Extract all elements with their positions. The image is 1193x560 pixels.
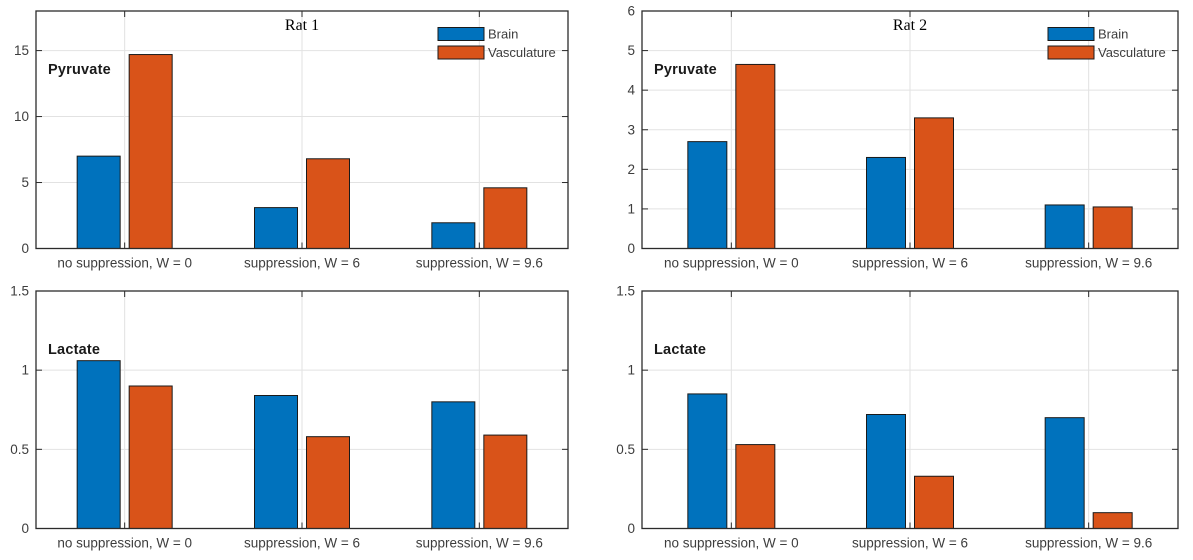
legend-label: Brain	[1098, 27, 1128, 42]
ytick-label: 1	[627, 201, 635, 216]
bar-brain	[254, 207, 298, 250]
ytick-label: 0.5	[10, 442, 29, 457]
ytick-label: 3	[627, 122, 635, 137]
ytick-label: 0.5	[616, 442, 635, 457]
ytick-label: 2	[627, 162, 635, 177]
ytick-label: 5	[627, 43, 635, 58]
xtick-label: no suppression, W = 0	[57, 536, 192, 551]
ytick-label: 10	[14, 109, 29, 124]
bar-vasculature	[914, 117, 954, 249]
bar-brain	[687, 393, 728, 529]
ytick-label: 6	[627, 4, 635, 19]
legend-swatch-brain	[437, 27, 485, 41]
bar-vasculature	[306, 158, 350, 249]
bar-brain	[431, 401, 476, 529]
row-label-pyruvate: Pyruvate	[654, 62, 717, 78]
bar-vasculature	[483, 434, 528, 529]
row-label-pyruvate: Pyruvate	[48, 62, 111, 78]
bar-brain	[866, 156, 906, 249]
ytick-label: 1.5	[616, 284, 635, 299]
bar-brain	[254, 395, 298, 529]
chart-canvas: 0 0.5 1 1.5 no suppression, W = 0 suppression…	[10, 284, 569, 551]
chart-canvas: 0 1 2 3 4 5 6 no suppression, W = 0 suppression,…	[627, 4, 1179, 271]
ytick-label: 1	[627, 363, 635, 378]
row-label-lactate: Lactate	[654, 342, 707, 358]
ytick-label: 0	[21, 521, 29, 536]
bar-vasculature	[914, 475, 954, 529]
ytick-label: 4	[627, 83, 635, 98]
bar-vasculature	[735, 63, 776, 249]
bar-brain	[1044, 417, 1085, 530]
xtick-label: suppression, W = 9.6	[1025, 256, 1152, 271]
ytick-label: 15	[14, 43, 29, 58]
ytick-label: 0	[627, 241, 635, 256]
ytick-label: 0	[21, 241, 29, 256]
chart-canvas: 0 0.5 1 1.5 no suppression, W = 0 suppression…	[616, 284, 1179, 551]
xtick-label: suppression, W = 9.6	[416, 536, 543, 551]
xtick-label: no suppression, W = 0	[664, 536, 799, 551]
legend-label: Vasculature	[1098, 45, 1166, 60]
legend-swatch-vasculature	[1047, 45, 1095, 60]
chart-panel-rat2-pyruvate: Rat 2 Pyruvate 0 1 2 3 4 5 6 no suppression, W …	[596, 0, 1193, 280]
bar-brain	[1044, 204, 1085, 249]
ytick-label: 0	[627, 521, 635, 536]
bar-brain	[431, 222, 476, 249]
row-label-lactate: Lactate	[48, 342, 101, 358]
legend-label: Brain	[488, 27, 518, 42]
bar-brain	[687, 141, 728, 249]
bar-brain	[866, 414, 906, 529]
bar-brain	[76, 360, 121, 529]
xtick-label: no suppression, W = 0	[664, 256, 799, 271]
bar-vasculature	[483, 187, 528, 249]
ytick-label: 1	[21, 363, 29, 378]
xtick-label: suppression, W = 9.6	[1025, 536, 1152, 551]
legend-label: Vasculature	[488, 45, 556, 60]
bar-vasculature	[1092, 512, 1133, 530]
chart-canvas: 0 5 10 15 no suppression, W = 0 suppression, …	[14, 10, 569, 271]
xtick-label: no suppression, W = 0	[57, 256, 192, 271]
ytick-label: 5	[21, 175, 29, 190]
ytick-label: 1.5	[10, 284, 29, 299]
xtick-label: suppression, W = 6	[852, 536, 968, 551]
chart-panel-rat2-lactate: Lactate 0 0.5 1 1.5 no suppression, W = 0 sup…	[596, 280, 1193, 560]
bar-vasculature	[128, 54, 173, 249]
xtick-label: suppression, W = 6	[852, 256, 968, 271]
legend-swatch-vasculature	[437, 45, 485, 60]
xtick-label: suppression, W = 9.6	[416, 256, 543, 271]
chart-panel-rat1-lactate: Lactate 0 0.5 1 1.5 no suppression, W = 0 sup…	[0, 280, 597, 560]
bar-vasculature	[306, 436, 350, 530]
bar-vasculature	[735, 444, 776, 529]
xtick-label: suppression, W = 6	[244, 536, 360, 551]
bar-brain	[76, 155, 121, 249]
chart-panel-rat1-pyruvate: Rat 1 Pyruvate 0 5 10 15 no suppression, W =…	[0, 0, 597, 280]
bar-vasculature	[1092, 206, 1133, 249]
xtick-label: suppression, W = 6	[244, 256, 360, 271]
legend-swatch-brain	[1047, 27, 1095, 41]
bar-vasculature	[128, 385, 173, 529]
